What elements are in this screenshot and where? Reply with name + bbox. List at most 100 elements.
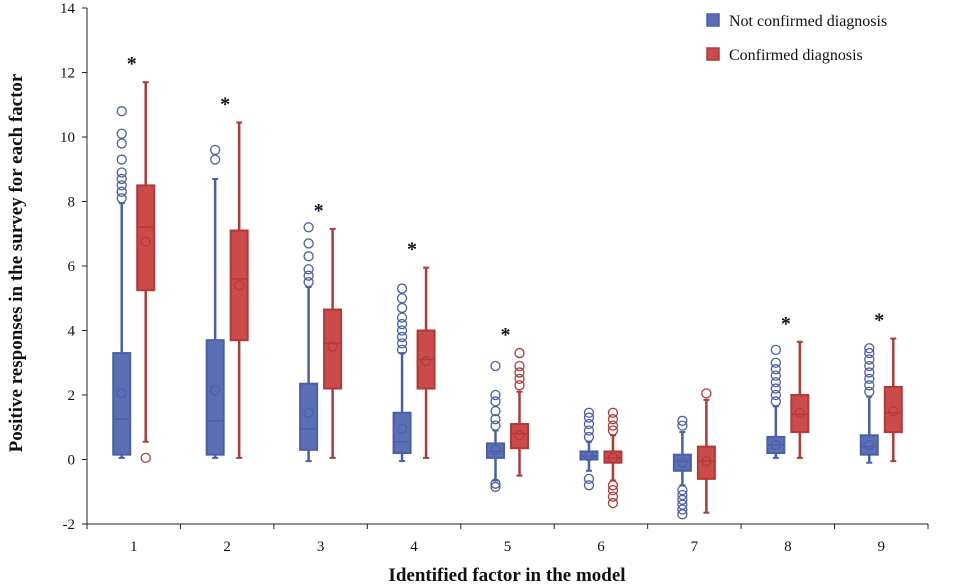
outlier-point	[864, 343, 875, 354]
outlier-point	[864, 386, 875, 397]
box-group	[136, 81, 156, 464]
outlier-point	[770, 357, 781, 368]
box-group	[299, 222, 319, 463]
outlier-point	[490, 396, 501, 407]
outlier-point	[583, 473, 595, 485]
outlier-point	[770, 396, 781, 407]
legend-label-not-confirmed: Not confirmed diagnosis	[729, 13, 887, 30]
outlier-point	[770, 376, 781, 388]
significance-star: *	[220, 93, 230, 115]
x-tick-label: 8	[784, 539, 792, 555]
outlier-point	[210, 144, 221, 156]
x-tick-label: 3	[317, 539, 325, 555]
outlier-point	[864, 380, 875, 391]
outlier-point	[583, 425, 595, 436]
outlier-point	[607, 407, 619, 418]
outlier-point	[210, 154, 221, 165]
outlier-point	[607, 414, 619, 425]
outlier-point	[514, 373, 525, 385]
outlier-point	[607, 484, 619, 496]
outlier-point	[116, 193, 127, 204]
outlier-point	[116, 138, 127, 149]
outlier-point	[396, 312, 408, 323]
y-tick-label: 4	[68, 324, 76, 340]
legend-swatch-confirmed	[706, 47, 720, 61]
outlier-point	[770, 389, 781, 401]
outlier-point	[116, 128, 127, 139]
outlier-point	[490, 389, 501, 401]
legend: Not confirmed diagnosis Confirmed diagno…	[706, 13, 887, 64]
mean-marker	[490, 444, 501, 455]
iqr-box	[510, 423, 529, 450]
box-group	[766, 344, 786, 459]
outlier-point	[864, 354, 875, 365]
y-tick-label: 12	[60, 66, 75, 82]
y-tick-label: 8	[68, 195, 76, 211]
outlier-point	[396, 338, 408, 349]
outlier-point	[490, 414, 501, 425]
outlier-point	[607, 497, 619, 509]
legend-swatch-not-confirmed	[706, 13, 720, 27]
outlier-point	[583, 412, 595, 423]
outlier-point	[396, 283, 408, 294]
outlier-point	[607, 480, 619, 491]
mean-marker	[770, 439, 781, 451]
box-group	[510, 347, 529, 477]
significance-star: *	[781, 313, 791, 335]
outlier-point	[677, 420, 688, 431]
outlier-point	[864, 373, 875, 385]
outlier-point	[303, 270, 314, 281]
y-tick-label: 10	[60, 130, 75, 146]
outlier-point	[864, 367, 875, 378]
x-tick-label: 9	[878, 539, 886, 555]
mean-marker	[701, 456, 712, 467]
x-axis-title: Identified factor in the model	[388, 565, 625, 586]
box-group	[205, 144, 225, 459]
mean-marker	[514, 430, 525, 441]
box-group	[112, 106, 132, 459]
outlier-point	[583, 431, 595, 443]
box-group	[883, 337, 903, 463]
iqr-box	[672, 453, 692, 472]
outlier-point	[677, 509, 688, 520]
outlier-point	[396, 344, 408, 356]
outlier-point	[770, 370, 781, 381]
outlier-point	[303, 264, 314, 275]
outlier-point	[864, 347, 875, 359]
outlier-point	[514, 367, 525, 378]
outlier-point	[677, 484, 688, 496]
box-group	[859, 343, 879, 464]
outlier-point	[514, 360, 525, 372]
outlier-point	[303, 276, 314, 288]
outlier-point	[583, 480, 595, 491]
significance-star: *	[501, 324, 511, 346]
box-group	[392, 283, 412, 463]
significance-star: *	[874, 310, 884, 332]
box-group	[696, 388, 716, 514]
outlier-point	[116, 180, 127, 191]
mean-marker	[864, 439, 875, 451]
outlier-point	[116, 173, 127, 185]
outlier-point	[303, 251, 314, 262]
outlier-point	[490, 478, 501, 489]
x-tick-label: 4	[410, 539, 418, 555]
outlier-point	[770, 344, 781, 356]
outlier-point	[116, 186, 127, 197]
outlier-point	[396, 318, 408, 330]
outlier-point	[140, 452, 151, 464]
outlier-point	[677, 415, 688, 426]
outlier-point	[701, 388, 712, 399]
mean-marker	[234, 280, 245, 291]
outlier-point	[116, 167, 127, 178]
iqr-box	[486, 442, 505, 459]
outlier-point	[396, 302, 408, 314]
mean-marker	[420, 356, 432, 367]
outlier-point	[583, 407, 595, 418]
iqr-box	[229, 229, 249, 342]
outlier-point	[607, 420, 619, 431]
outlier-point	[770, 383, 781, 394]
outlier-point	[583, 418, 595, 430]
legend-label-confirmed: Confirmed diagnosis	[729, 47, 863, 64]
iqr-box	[205, 339, 225, 456]
y-tick-label: 2	[68, 388, 76, 404]
